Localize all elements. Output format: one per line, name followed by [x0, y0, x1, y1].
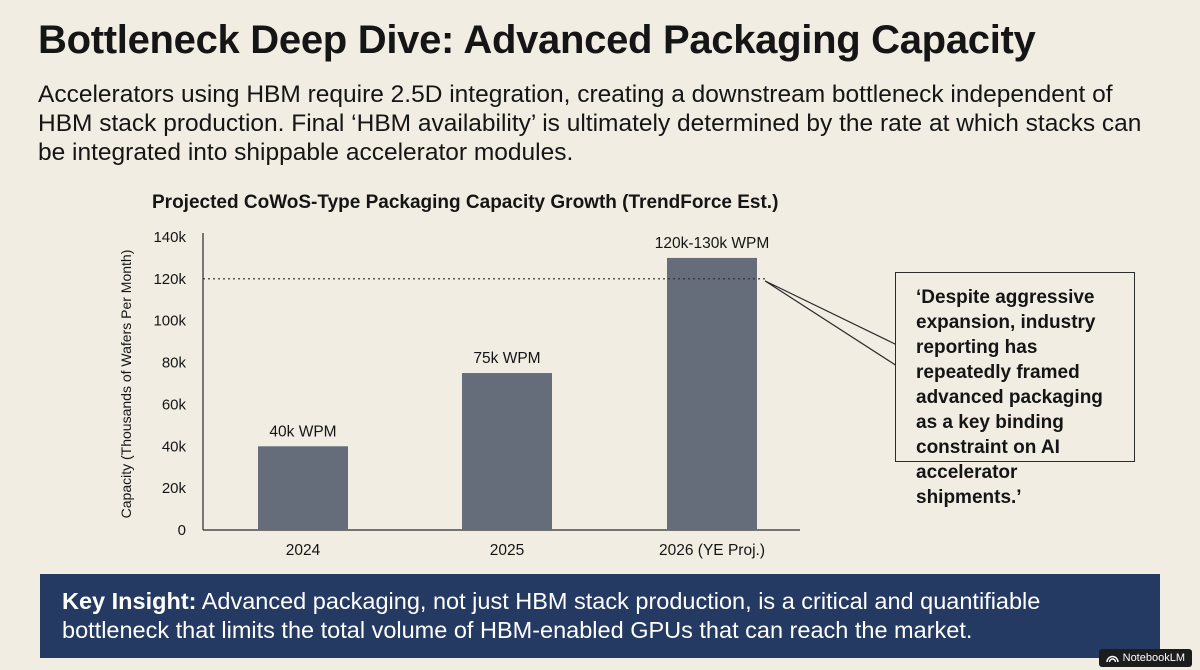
y-axis-title: Capacity (Thousands of Wafers Per Month) — [118, 250, 134, 519]
chart-title: Projected CoWoS-Type Packaging Capacity … — [152, 192, 779, 213]
y-tick-label: 60k — [162, 396, 187, 413]
x-tick-label: 2024 — [286, 542, 321, 559]
x-tick-label: 2025 — [490, 542, 524, 559]
bar-data-label: 40k WPM — [269, 423, 336, 440]
bar-data-label: 75k WPM — [473, 350, 540, 367]
slide-subtitle: Accelerators using HBM require 2.5D inte… — [38, 81, 1142, 166]
callout-pointer — [764, 280, 898, 368]
y-tick-label: 80k — [162, 355, 187, 372]
key-insight-banner: Key Insight: Advanced packaging, not jus… — [40, 574, 1160, 658]
quote-callout: ‘Despite aggressive expansion, industry … — [895, 272, 1135, 508]
bar-data-label: 120k-130k WPM — [655, 235, 770, 252]
bar-2024 — [258, 446, 348, 530]
y-tick-label: 20k — [162, 480, 187, 497]
key-insight-text: Advanced packaging, not just HBM stack p… — [62, 588, 1041, 643]
y-tick-label: 40k — [162, 438, 187, 455]
bar-2025 — [462, 373, 552, 530]
y-tick-label: 140k — [153, 229, 186, 246]
slide-title: Bottleneck Deep Dive: Advanced Packaging… — [38, 18, 1036, 62]
y-tick-label: 120k — [153, 271, 186, 288]
y-tick-label: 0 — [178, 522, 186, 539]
x-tick-label: 2026 (YE Proj.) — [659, 542, 765, 559]
y-tick-label: 100k — [153, 313, 186, 330]
notebooklm-badge: NotebookLM — [1098, 649, 1192, 667]
notebooklm-label: NotebookLM — [1122, 652, 1185, 664]
bar-2026 — [667, 257, 757, 530]
key-insight-label: Key Insight: — [62, 588, 197, 614]
quote-text: ‘Despite aggressive expansion, industry … — [916, 287, 1103, 508]
notebooklm-logo-icon — [1105, 655, 1119, 662]
